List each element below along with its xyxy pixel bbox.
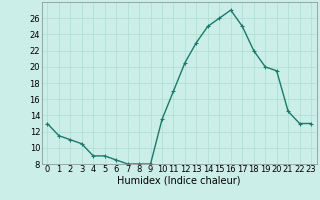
X-axis label: Humidex (Indice chaleur): Humidex (Indice chaleur) [117,176,241,186]
